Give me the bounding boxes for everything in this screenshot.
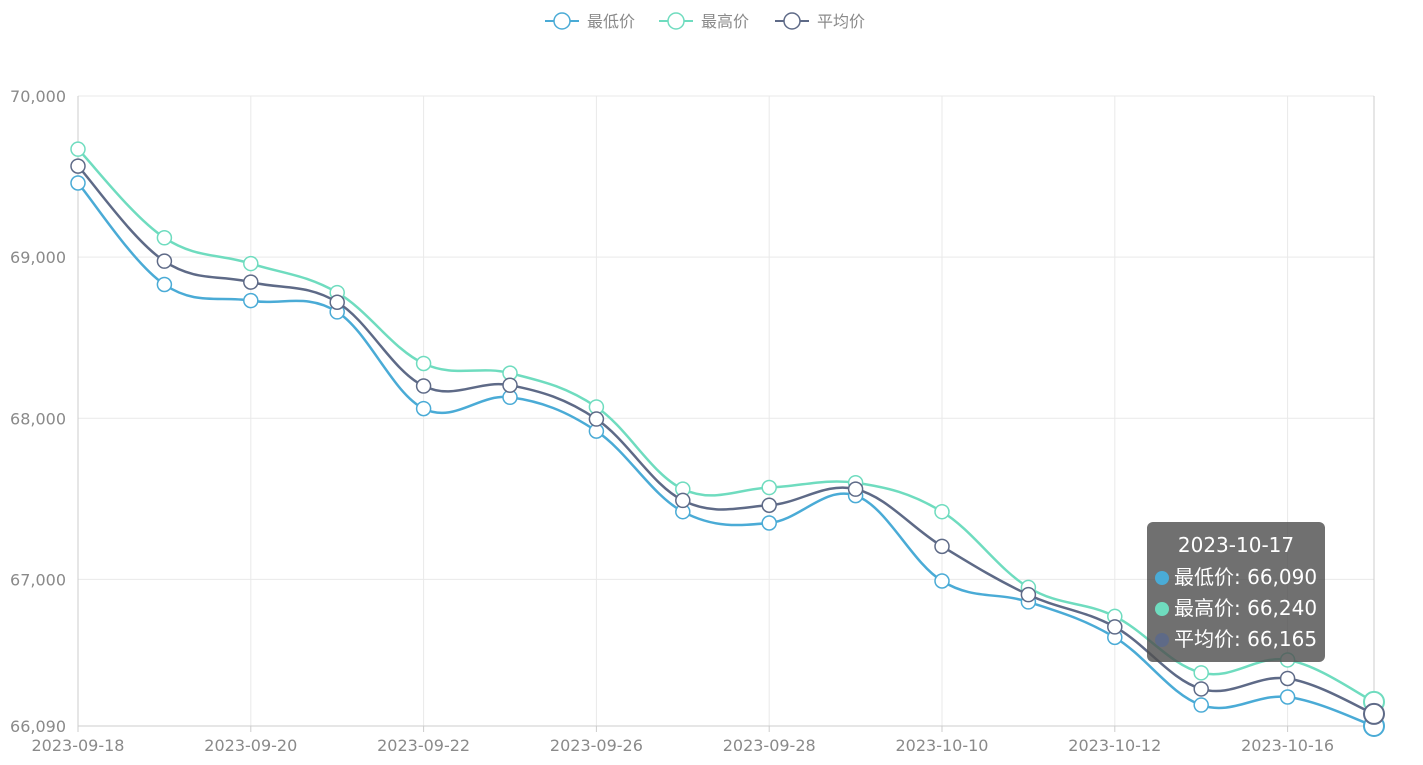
legend-item-avg[interactable]: 平均价 [775, 12, 865, 31]
data-point-low[interactable] [243, 292, 259, 309]
data-point-avg[interactable] [329, 294, 345, 310]
axes: 70,000 69,000 68,000 67,000 66,0902023-09-18… [10, 87, 1375, 755]
data-point-low[interactable] [761, 515, 777, 531]
legend-label-low: 最低价 [587, 12, 635, 31]
tooltip-label-low: 最低价: 66,090 [1174, 565, 1318, 589]
data-point-avg[interactable] [675, 492, 691, 509]
data-point-high[interactable] [1193, 665, 1209, 681]
x-tick-label: 2023-09-26 [550, 736, 643, 755]
legend-circle-icon [553, 12, 571, 30]
y-tick-label: 66,090 [10, 717, 66, 736]
data-point-avg[interactable] [502, 377, 518, 393]
data-point-avg[interactable] [156, 253, 173, 269]
legend-item-high[interactable]: 最高价 [659, 12, 749, 31]
data-point-high[interactable] [70, 141, 86, 157]
y-tick-label: 69,000 [10, 248, 66, 267]
x-tick-label: 2023-09-28 [723, 736, 816, 755]
tooltip: 2023-10-17 最低价: 66,090 最高价: 66,240 平均价: … [1147, 522, 1325, 662]
data-point-high[interactable] [934, 503, 950, 520]
x-tick-label: 2023-09-20 [204, 736, 297, 755]
data-point-high[interactable] [243, 255, 259, 272]
data-point-low[interactable] [1193, 697, 1209, 713]
legend-item-low[interactable]: 最低价 [545, 12, 635, 31]
tooltip-row-avg: 平均价: 66,165 [1155, 624, 1325, 655]
data-point-avg[interactable] [415, 378, 432, 394]
tooltip-title: 2023-10-17 [1177, 533, 1295, 557]
tooltip-label-high: 最高价: 66,240 [1174, 596, 1318, 620]
data-point-avg[interactable] [1363, 702, 1385, 725]
x-tick-label: 2023-09-22 [377, 736, 470, 755]
data-point-avg[interactable] [847, 481, 864, 497]
legend-label-avg: 平均价 [817, 12, 865, 31]
data-point-high[interactable] [761, 479, 777, 496]
series-low [70, 175, 1385, 737]
data-point-low[interactable] [156, 276, 173, 293]
y-tick-label: 68,000 [10, 409, 66, 428]
x-tick-label: 2023-10-12 [1068, 736, 1161, 755]
data-point-low[interactable] [934, 573, 950, 589]
x-tick-label: 2023-09-18 [32, 736, 125, 755]
data-point-avg[interactable] [70, 158, 86, 174]
data-point-high[interactable] [415, 355, 432, 372]
data-point-avg[interactable] [1279, 670, 1296, 687]
data-point-avg[interactable] [1193, 681, 1209, 697]
data-point-avg[interactable] [761, 497, 777, 514]
tooltip-dot-high [1155, 602, 1169, 616]
y-tick-label: 70,000 [10, 87, 66, 106]
tooltip-dot-low [1155, 571, 1169, 585]
data-point-low[interactable] [70, 175, 86, 191]
data-point-low[interactable] [1279, 689, 1296, 705]
data-point-avg[interactable] [588, 411, 605, 427]
y-tick-label: 67,000 [10, 570, 66, 589]
data-point-high[interactable] [156, 230, 173, 246]
data-point-avg[interactable] [1107, 619, 1123, 635]
legend-circle-icon [783, 12, 801, 30]
data-point-avg[interactable] [1020, 586, 1037, 603]
legend-circle-icon [667, 12, 685, 30]
tooltip-row-low: 最低价: 66,090 [1155, 562, 1325, 593]
tooltip-row-high: 最高价: 66,240 [1155, 593, 1325, 624]
legend-label-high: 最高价 [701, 12, 749, 31]
legend[interactable]: 最低价 最高价 平均价 [545, 12, 865, 31]
tooltip-dot-avg [1155, 633, 1169, 647]
tooltip-label-avg: 平均价: 66,165 [1174, 627, 1318, 651]
x-tick-label: 2023-10-10 [896, 736, 989, 755]
data-point-avg[interactable] [243, 274, 259, 290]
data-point-low[interactable] [415, 400, 432, 417]
x-tick-label: 2023-10-16 [1241, 736, 1334, 755]
data-point-avg[interactable] [934, 538, 950, 555]
series-line-low [77, 182, 1375, 728]
